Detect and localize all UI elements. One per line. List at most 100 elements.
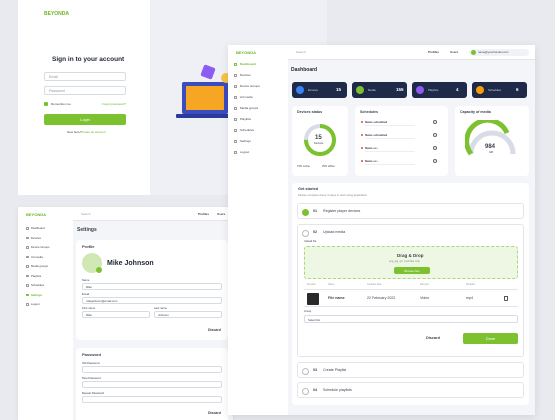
preview-thumb [307, 293, 319, 305]
cell: mp4 [466, 296, 473, 300]
nav-item[interactable]: Schedules [240, 128, 255, 132]
nav-item[interactable]: Device Groups [31, 245, 50, 249]
nav-icon [234, 63, 237, 66]
placeholder: Email [49, 75, 58, 79]
nav-icon [26, 274, 29, 278]
nav-item[interactable]: Ad media [31, 254, 43, 259]
stat-icon [356, 86, 364, 94]
offline: 25% offline [322, 165, 335, 168]
schedule-icon[interactable] [433, 120, 437, 124]
discard-button[interactable]: Discard [208, 411, 221, 415]
dropzone[interactable]: Drag & Drop png, jpg, gif, mp4 files onl… [304, 246, 518, 279]
stat-icon [416, 86, 424, 94]
input[interactable] [82, 396, 222, 403]
field-label: Old Password [82, 361, 100, 365]
top-link[interactable]: Profiles [198, 212, 210, 216]
schedule-item[interactable]: Name scheduled [365, 119, 388, 124]
nav-icon [234, 151, 237, 154]
group-select[interactable]: Select list [304, 315, 518, 323]
column-header: Preview [307, 283, 316, 286]
schedule-icon[interactable] [433, 146, 437, 150]
stat-label: Schedules [488, 87, 502, 92]
nav-item[interactable]: Media groups [31, 264, 48, 268]
top-link[interactable]: Users [217, 212, 226, 216]
nav-icon [26, 227, 29, 230]
schedule-line [365, 151, 415, 152]
input[interactable]: Mike [82, 311, 150, 318]
drop-hint: png, jpg, gif, mp4 files only [389, 260, 420, 263]
input[interactable]: Mike [82, 283, 222, 290]
devices-status-card: Devices status 15 Devices 75% online 25%… [292, 106, 348, 176]
top-bar [288, 45, 535, 60]
field-label: Name [82, 278, 90, 282]
nav-icon [26, 293, 29, 297]
nav-item[interactable]: Schedules [31, 283, 45, 287]
avatar-edit[interactable] [96, 267, 102, 273]
top-link[interactable]: Users [450, 50, 459, 54]
schedule-item[interactable]: Name scheduled [365, 132, 388, 137]
nav-item[interactable]: Devices [31, 235, 41, 240]
top-link[interactable]: Profiles [428, 50, 440, 54]
nav-item[interactable]: Media groups [240, 106, 259, 110]
nav-item[interactable]: Playlists [240, 117, 252, 121]
input-value: mikejohnson@email.com [86, 299, 118, 303]
schedule-line [365, 125, 415, 126]
step[interactable]: 04 Schedule playlists [297, 382, 524, 398]
nav-item[interactable]: Logout [31, 302, 40, 306]
nav-item[interactable]: Dashboard [31, 226, 45, 230]
delete-icon[interactable] [504, 296, 508, 301]
input[interactable]: mikejohnson@email.com [82, 297, 222, 304]
stat-value: 15 [336, 86, 342, 92]
screen-content [186, 86, 224, 110]
checkbox[interactable] [44, 102, 48, 106]
user-chip[interactable]: name@yourdomain.com [469, 49, 529, 56]
column-header: Duration [466, 283, 476, 286]
field-label: New Password [82, 376, 101, 380]
step[interactable]: 01 Register player devices [297, 203, 524, 219]
field-label: Repeat Password [82, 391, 105, 395]
nav-icon [26, 246, 29, 249]
nav-item[interactable]: Settings [31, 292, 43, 297]
step[interactable]: 03 Create Playlist [297, 362, 524, 378]
input[interactable] [82, 381, 222, 388]
input[interactable] [82, 366, 222, 373]
done-button[interactable]: Done [463, 333, 518, 344]
card-subtitle: Please complete these 4 steps to start u… [298, 193, 368, 197]
top-bar [73, 207, 233, 221]
gauge-arc [465, 120, 510, 156]
step-number: 01 [313, 209, 317, 213]
stat-icon [476, 86, 484, 94]
input[interactable]: Johnson [154, 311, 222, 318]
email-input[interactable]: Email [44, 72, 126, 81]
nav-item[interactable]: Logout [240, 150, 250, 154]
step-check [302, 229, 309, 237]
nav-item[interactable]: Dashboard [240, 62, 256, 66]
password-input[interactable]: Password [44, 86, 126, 95]
schedule-item[interactable]: Name sc... [365, 145, 379, 150]
nav-item[interactable]: Devices [240, 73, 251, 77]
step-expanded: 02 Upload media Upload file Drag & Drop … [297, 224, 524, 357]
create-link[interactable]: Create an account [81, 130, 106, 134]
placeholder: Password [49, 89, 65, 93]
laptop-base [176, 114, 234, 118]
search[interactable]: Search [81, 212, 91, 216]
card-title: Devices status [297, 110, 323, 114]
nav-item[interactable]: Device Groups [240, 84, 260, 88]
nav-item[interactable]: Playlists [31, 273, 42, 278]
field-label: Email [82, 292, 89, 296]
step-number: 03 [313, 368, 317, 372]
logo: BEYONDA [236, 50, 257, 55]
forgot-link[interactable]: Forgot password? [102, 101, 127, 106]
donut-label: Devices [314, 142, 324, 145]
schedule-icon[interactable] [433, 133, 437, 137]
nav-item[interactable]: Ad media [240, 95, 253, 99]
search[interactable]: Search [296, 50, 306, 54]
schedule-icon[interactable] [433, 159, 437, 163]
nav-item[interactable]: Settings [240, 139, 251, 143]
browse-button[interactable]: Browse files [394, 267, 430, 274]
discard-button[interactable]: Discard [208, 328, 221, 332]
schedule-item[interactable]: Name sc... [365, 158, 379, 163]
login-button[interactable]: Login [44, 114, 126, 125]
discard-button[interactable]: Discard [426, 336, 440, 340]
